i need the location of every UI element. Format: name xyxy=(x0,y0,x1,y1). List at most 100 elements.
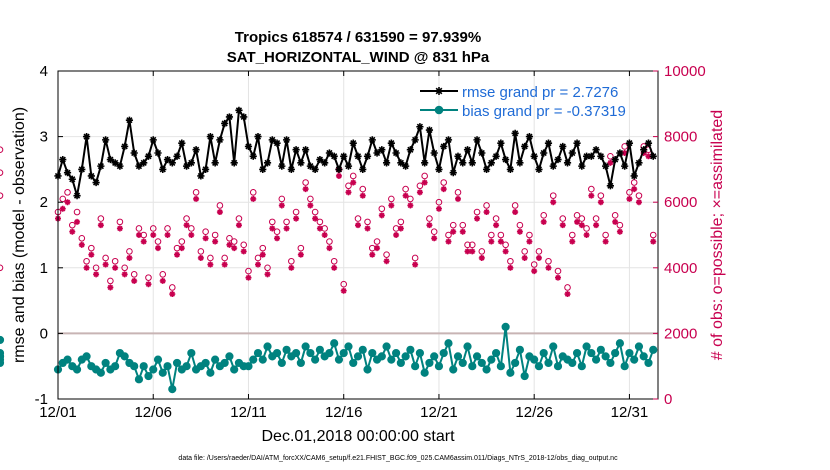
x-tick-label: 12/01 xyxy=(39,404,77,421)
obs-assimilated-point xyxy=(397,225,404,232)
rmse-point xyxy=(130,149,138,157)
rmse-point xyxy=(616,149,624,157)
rmse-point xyxy=(97,162,105,170)
obs-possible-point xyxy=(445,231,452,239)
y-right-tick-label: 8000 xyxy=(664,129,697,146)
bias-point xyxy=(406,345,415,354)
bias-points xyxy=(0,322,658,394)
rmse-point xyxy=(502,155,510,164)
bias-point xyxy=(568,358,577,368)
obs-assimilated-point xyxy=(540,218,547,225)
obs-possible-point xyxy=(0,169,4,176)
rmse-point xyxy=(421,159,429,167)
obs-assimilated-point xyxy=(559,222,566,229)
bias-point xyxy=(172,358,182,368)
bias-point xyxy=(206,368,215,377)
obs-assimilated-point xyxy=(107,284,114,291)
bias-point xyxy=(482,365,491,374)
bias-point xyxy=(506,368,515,377)
obs-possible-point xyxy=(649,231,657,239)
obs-possible-point xyxy=(511,202,519,209)
rmse-point xyxy=(106,155,114,164)
obs-possible-point xyxy=(297,244,305,252)
obs-possible-point xyxy=(92,264,100,272)
rmse-point xyxy=(573,139,581,147)
bias-point xyxy=(553,362,563,371)
obs-possible-point xyxy=(383,251,390,258)
bias-point xyxy=(463,342,472,351)
chart-subtitle: SAT_HORIZONTAL_WIND @ 831 hPa xyxy=(227,49,490,66)
obs-assimilated-point xyxy=(102,261,109,268)
rmse-point xyxy=(611,155,619,164)
obs-assimilated-point xyxy=(197,254,204,261)
bias-point xyxy=(434,362,444,371)
obs-assimilated-point xyxy=(350,179,357,186)
y-right-tick-label: 2000 xyxy=(664,325,697,342)
obs-assimilated-point xyxy=(550,199,557,206)
obs-possible-point xyxy=(626,189,633,196)
obs-possible-point xyxy=(607,152,614,160)
obs-assimilated-point xyxy=(459,228,466,235)
bias-point xyxy=(163,362,172,371)
bias-point xyxy=(153,355,163,364)
rmse-point xyxy=(59,155,67,164)
y-right-tick-label: 6000 xyxy=(664,194,697,211)
rmse-point xyxy=(602,162,610,170)
obs-assimilated-point xyxy=(78,241,85,248)
obs-assimilated-point xyxy=(193,195,200,202)
bias-point xyxy=(0,335,5,345)
obs-possible-point xyxy=(235,215,243,222)
bias-point xyxy=(344,342,353,351)
obs-assimilated-point xyxy=(278,202,285,209)
obs-possible-point xyxy=(373,238,381,245)
obs-assimilated-point xyxy=(255,261,261,268)
rmse-point xyxy=(187,159,195,167)
rmse-point xyxy=(206,133,214,141)
bias-point xyxy=(487,355,496,364)
bias-point xyxy=(111,362,120,371)
bias-point xyxy=(544,358,553,368)
obs-possible-point xyxy=(435,198,443,206)
obs-assimilated-point xyxy=(483,209,490,216)
rmse-point xyxy=(497,139,505,147)
bias-point xyxy=(358,345,367,354)
rmse-point xyxy=(316,155,324,164)
rmse-point xyxy=(440,142,448,151)
obs-possible-point xyxy=(635,192,643,199)
obs-assimilated-point xyxy=(140,238,147,245)
obs-possible-point xyxy=(245,267,252,275)
obs-assimilated-point xyxy=(440,186,447,193)
obs-assimilated-point xyxy=(497,238,504,245)
bias-point xyxy=(244,362,253,371)
obs-possible-point xyxy=(288,257,295,265)
bias-point xyxy=(339,348,348,358)
bias-point xyxy=(134,375,144,384)
obs-assimilated-point xyxy=(216,209,223,216)
obs-possible-point xyxy=(311,208,319,216)
bias-point xyxy=(468,362,477,371)
obs-possible-point xyxy=(183,215,190,222)
obs-possible-point xyxy=(0,192,4,199)
rmse-point xyxy=(392,149,400,157)
obs-possible-point xyxy=(621,143,628,150)
obs-possible-point xyxy=(540,212,548,219)
obs-assimilated-point xyxy=(226,241,233,248)
x-axis-label: Dec.01,2018 00:00:00 start xyxy=(261,428,455,445)
rmse-point xyxy=(92,178,100,187)
bias-point xyxy=(411,362,420,371)
legend-rmse-marker xyxy=(435,87,443,95)
y-right-tick-label: 10000 xyxy=(664,63,706,80)
obs-possible-point xyxy=(516,221,524,229)
obs-possible-point xyxy=(78,234,86,242)
obs-possible-point xyxy=(535,248,543,255)
obs-possible-point xyxy=(388,195,395,203)
rmse-point xyxy=(368,136,376,144)
obs-possible-point xyxy=(407,195,414,203)
bias-point xyxy=(444,339,453,348)
obs-assimilated-point xyxy=(488,238,495,245)
obs-possible-point xyxy=(302,179,309,186)
bias-point xyxy=(625,348,634,358)
obs-possible-point xyxy=(502,241,509,249)
obs-assimilated-point xyxy=(612,218,619,225)
obs-possible-point xyxy=(221,254,228,262)
